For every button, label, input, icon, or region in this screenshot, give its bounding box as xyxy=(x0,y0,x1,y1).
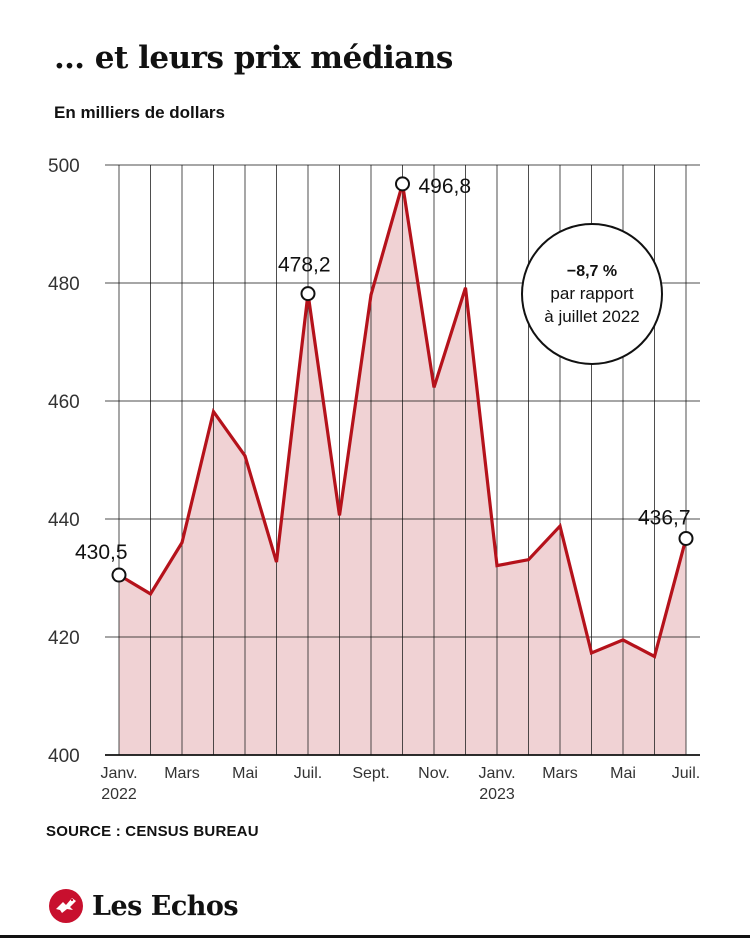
callout-layer: −8,7 % par rapport à juillet 2022 xyxy=(521,223,663,365)
callout-text: −8,7 % xyxy=(567,263,617,280)
les-echos-logo-icon xyxy=(49,889,83,923)
x-tick-label: Mars xyxy=(164,765,200,782)
y-tick-label: 400 xyxy=(48,746,80,767)
y-tick-label: 440 xyxy=(48,510,80,531)
point-label: 478,2 xyxy=(278,254,331,277)
point-marker xyxy=(395,176,410,192)
source-note: SOURCE : CENSUS BUREAU xyxy=(46,823,259,840)
marker-layer xyxy=(111,176,694,583)
x-tick-label: 2023 xyxy=(479,786,515,803)
chart-subtitle: En milliers de dollars xyxy=(54,103,226,122)
y-tick-label: 460 xyxy=(48,392,80,413)
y-tick-label: 480 xyxy=(48,274,80,295)
label-layer: 430,5 478,2 496,8 436,7 xyxy=(75,175,691,564)
x-tick-label: Janv. xyxy=(100,765,137,782)
x-tick-label: Mai xyxy=(610,765,636,782)
x-tick-label: Juil. xyxy=(672,765,700,782)
area-chart: 400 420 440 460 480 500 Janv. 2022 Mars Mai Juil. S… xyxy=(48,156,700,803)
x-tick-label: 2022 xyxy=(101,786,137,803)
point-marker xyxy=(678,530,694,546)
callout-circle xyxy=(521,223,663,365)
point-label: 436,7 xyxy=(638,506,691,529)
x-tick-label: Sept. xyxy=(352,765,389,782)
x-tick-label: Janv. xyxy=(478,765,515,782)
brand-name: Les Echos xyxy=(92,890,239,922)
bottom-rule xyxy=(0,935,750,938)
point-marker xyxy=(111,567,127,583)
chart-title: … et leurs prix médians xyxy=(54,40,453,76)
brand-logo: Les Echos xyxy=(48,888,239,924)
point-label: 430,5 xyxy=(75,541,128,564)
point-label: 496,8 xyxy=(419,175,472,198)
y-tick-label: 500 xyxy=(48,156,80,177)
x-tick-label: Mars xyxy=(542,765,578,782)
callout-text: à juillet 2022 xyxy=(544,307,639,326)
x-tick-label: Nov. xyxy=(418,765,450,782)
point-marker xyxy=(300,286,316,302)
x-tick-label: Juil. xyxy=(294,765,322,782)
x-tick-label: Mai xyxy=(232,765,258,782)
y-tick-label: 420 xyxy=(48,628,80,649)
callout-text: par rapport xyxy=(550,284,633,303)
